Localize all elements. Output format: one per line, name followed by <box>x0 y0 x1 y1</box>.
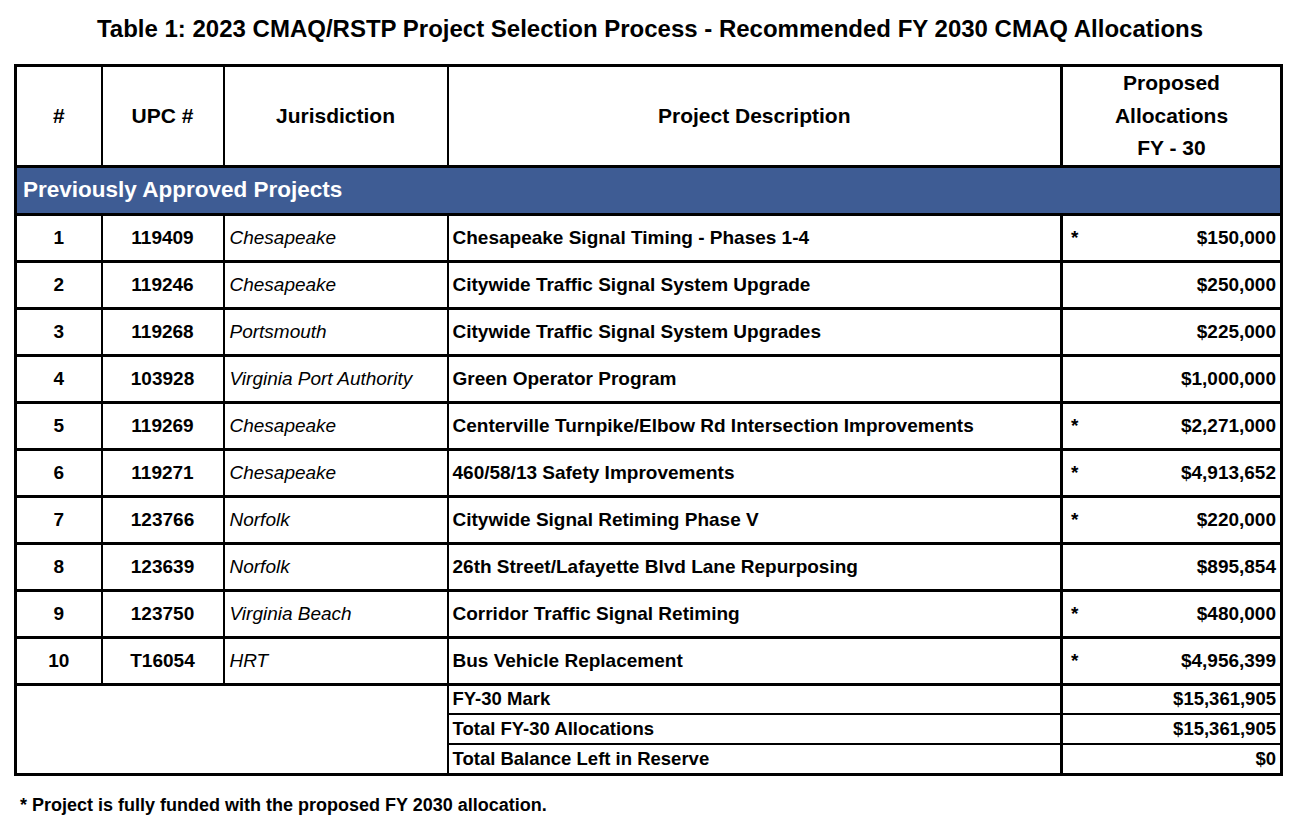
project-description-cell: Bus Vehicle Replacement <box>448 637 1062 684</box>
upc-number: 123639 <box>102 543 224 590</box>
summary-amount-cell: $0 <box>1062 744 1282 774</box>
allocation-amount: $250,000 <box>1197 274 1276 296</box>
allocation-amount: $480,000 <box>1197 603 1276 625</box>
table-row: 8 123639 Norfolk 26th Street/Lafayette B… <box>16 543 1282 590</box>
row-number: 1 <box>16 214 102 261</box>
footnote: * Project is fully funded with the propo… <box>20 795 1300 816</box>
summary-label: FY-30 Mark <box>448 684 1062 714</box>
table-row: 4 103928 Virginia Port Authority Green O… <box>16 355 1282 402</box>
header-jurisdiction: Jurisdiction <box>224 66 448 167</box>
allocation-cell: * $4,913,652 <box>1062 449 1282 496</box>
jurisdiction-cell: Chesapeake <box>224 261 448 308</box>
section-header: Previously Approved Projects <box>16 166 1282 214</box>
allocation-cell: * $220,000 <box>1062 496 1282 543</box>
jurisdiction-cell: Virginia Beach <box>224 590 448 637</box>
fully-funded-asterisk: * <box>1071 462 1078 484</box>
table-row: 5 119269 Chesapeake Centerville Turnpike… <box>16 402 1282 449</box>
jurisdiction-cell: Virginia Port Authority <box>224 355 448 402</box>
row-number: 6 <box>16 449 102 496</box>
jurisdiction-cell: Norfolk <box>224 496 448 543</box>
allocation-amount: $220,000 <box>1197 509 1276 531</box>
project-description-cell: 26th Street/Lafayette Blvd Lane Repurpos… <box>448 543 1062 590</box>
allocation-cell: * $4,956,399 <box>1062 637 1282 684</box>
summary-amount-cell: $15,361,905 <box>1062 714 1282 744</box>
allocation-cell: * $150,000 <box>1062 214 1282 261</box>
jurisdiction-cell: Chesapeake <box>224 214 448 261</box>
jurisdiction-cell: Chesapeake <box>224 402 448 449</box>
allocation-cell: * $480,000 <box>1062 590 1282 637</box>
header-upc: UPC # <box>102 66 224 167</box>
allocation-cell: $1,000,000 <box>1062 355 1282 402</box>
project-description-cell: Citywide Traffic Signal System Upgrades <box>448 308 1062 355</box>
allocation-amount: $1,000,000 <box>1181 368 1276 390</box>
jurisdiction-cell: Portsmouth <box>224 308 448 355</box>
allocation-cell: $225,000 <box>1062 308 1282 355</box>
page-title: Table 1: 2023 CMAQ/RSTP Project Selectio… <box>0 15 1300 43</box>
table-row: 6 119271 Chesapeake 460/58/13 Safety Imp… <box>16 449 1282 496</box>
project-description-cell: Corridor Traffic Signal Retiming <box>448 590 1062 637</box>
allocation-amount: $4,913,652 <box>1181 462 1276 484</box>
project-description-cell: Centerville Turnpike/Elbow Rd Intersecti… <box>448 402 1062 449</box>
allocation-cell: $250,000 <box>1062 261 1282 308</box>
table-row: 3 119268 Portsmouth Citywide Traffic Sig… <box>16 308 1282 355</box>
project-description-cell: 460/58/13 Safety Improvements <box>448 449 1062 496</box>
summary-label: Total FY-30 Allocations <box>448 714 1062 744</box>
upc-number: T16054 <box>102 637 224 684</box>
fully-funded-asterisk: * <box>1071 415 1078 437</box>
row-number: 7 <box>16 496 102 543</box>
row-number: 3 <box>16 308 102 355</box>
table-row: 1 119409 Chesapeake Chesapeake Signal Ti… <box>16 214 1282 261</box>
project-description-cell: Citywide Traffic Signal System Upgrade <box>448 261 1062 308</box>
jurisdiction-cell: Norfolk <box>224 543 448 590</box>
summary-row: FY-30 Mark $15,361,905 <box>16 684 1282 714</box>
row-number: 5 <box>16 402 102 449</box>
table-row: 10 T16054 HRT Bus Vehicle Replacement * $… <box>16 637 1282 684</box>
upc-number: 103928 <box>102 355 224 402</box>
header-allocations: Proposed Allocations FY - 30 <box>1062 66 1282 167</box>
upc-number: 119268 <box>102 308 224 355</box>
summary-amount: $0 <box>1255 748 1276 770</box>
summary-amount-cell: $15,361,905 <box>1062 684 1282 714</box>
summary-label: Total Balance Left in Reserve <box>448 744 1062 774</box>
fully-funded-asterisk: * <box>1071 227 1078 249</box>
table-row: 9 123750 Virginia Beach Corridor Traffic… <box>16 590 1282 637</box>
row-number: 8 <box>16 543 102 590</box>
allocation-cell: $895,854 <box>1062 543 1282 590</box>
row-number: 2 <box>16 261 102 308</box>
row-number: 10 <box>16 637 102 684</box>
table-header-row: # UPC # Jurisdiction Project Description… <box>16 66 1282 167</box>
summary-amount: $15,361,905 <box>1173 688 1276 710</box>
upc-number: 119246 <box>102 261 224 308</box>
row-number: 4 <box>16 355 102 402</box>
allocation-amount: $150,000 <box>1197 227 1276 249</box>
upc-number: 123766 <box>102 496 224 543</box>
allocation-amount: $4,956,399 <box>1181 650 1276 672</box>
summary-blank-cell <box>16 684 448 774</box>
fully-funded-asterisk: * <box>1071 509 1078 531</box>
fully-funded-asterisk: * <box>1071 650 1078 672</box>
jurisdiction-cell: Chesapeake <box>224 449 448 496</box>
summary-amount: $15,361,905 <box>1173 718 1276 740</box>
jurisdiction-cell: HRT <box>224 637 448 684</box>
table-row: 7 123766 Norfolk Citywide Signal Retimin… <box>16 496 1282 543</box>
upc-number: 123750 <box>102 590 224 637</box>
project-description-cell: Chesapeake Signal Timing - Phases 1-4 <box>448 214 1062 261</box>
fully-funded-asterisk: * <box>1071 603 1078 625</box>
upc-number: 119271 <box>102 449 224 496</box>
project-description-cell: Citywide Signal Retiming Phase V <box>448 496 1062 543</box>
allocation-amount: $225,000 <box>1197 321 1276 343</box>
upc-number: 119409 <box>102 214 224 261</box>
table-row: 2 119246 Chesapeake Citywide Traffic Sig… <box>16 261 1282 308</box>
project-description-cell: Green Operator Program <box>448 355 1062 402</box>
allocation-cell: * $2,271,000 <box>1062 402 1282 449</box>
allocation-amount: $2,271,000 <box>1181 415 1276 437</box>
row-number: 9 <box>16 590 102 637</box>
allocation-amount: $895,854 <box>1197 556 1276 578</box>
allocations-table: # UPC # Jurisdiction Project Description… <box>14 64 1283 776</box>
header-description: Project Description <box>448 66 1062 167</box>
section-header-row: Previously Approved Projects <box>16 166 1282 214</box>
header-number: # <box>16 66 102 167</box>
upc-number: 119269 <box>102 402 224 449</box>
